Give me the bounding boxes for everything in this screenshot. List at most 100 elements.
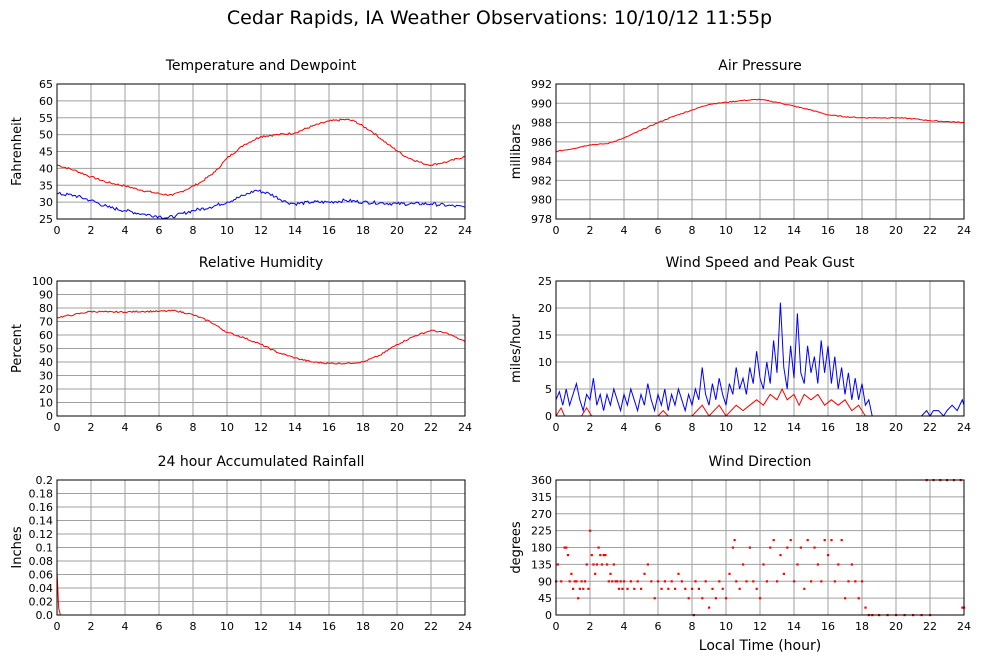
x-tick-label: 24 (957, 224, 971, 237)
y-tick-label: 90 (39, 289, 53, 302)
x-tick-label: 0 (54, 620, 61, 633)
y-tick-label: 0.14 (29, 515, 54, 528)
data-point (636, 580, 639, 583)
data-point (772, 539, 775, 542)
data-point (595, 563, 598, 566)
data-point (776, 580, 779, 583)
x-tick-label: 24 (458, 620, 472, 633)
data-point (602, 554, 605, 557)
data-point (670, 580, 673, 583)
y-tick-label: 40 (39, 162, 53, 175)
plot-frame (56, 83, 466, 220)
series-line-0 (555, 302, 965, 417)
data-point (592, 563, 595, 566)
x-tick-label: 22 (923, 224, 937, 237)
y-axis-label: miles/hour (509, 313, 524, 382)
data-point (745, 580, 748, 583)
data-point (823, 539, 826, 542)
x-tick-label: 0 (54, 224, 61, 237)
data-point (837, 563, 840, 566)
x-tick-label: 8 (689, 421, 696, 434)
data-point (612, 563, 615, 566)
data-point (796, 563, 799, 566)
data-point (587, 587, 590, 590)
data-point (806, 539, 809, 542)
y-tick-label: 25 (39, 213, 53, 226)
x-tick-label: 4 (621, 620, 628, 633)
data-point (803, 587, 806, 590)
y-tick-label: 0 (46, 410, 53, 423)
x-tick-label: 2 (587, 421, 594, 434)
data-point (594, 572, 597, 575)
data-point (765, 580, 768, 583)
x-tick-label: 24 (458, 224, 472, 237)
data-point (728, 572, 731, 575)
y-tick-label: 0.16 (29, 501, 54, 514)
data-point (568, 580, 571, 583)
data-point (646, 563, 649, 566)
y-tick-label: 10 (538, 356, 552, 369)
data-point (701, 597, 704, 600)
x-tick-label: 24 (957, 620, 971, 633)
data-point (573, 580, 576, 583)
x-tick-label: 4 (122, 620, 129, 633)
x-tick-label: 20 (390, 421, 404, 434)
data-point (606, 563, 609, 566)
x-tick-label: 6 (655, 620, 662, 633)
y-tick-label: 5 (545, 383, 552, 396)
data-point (687, 597, 690, 600)
y-tick-label: 60 (39, 329, 53, 342)
x-tick-label: 14 (288, 421, 302, 434)
data-point (609, 572, 612, 575)
data-point (617, 587, 621, 590)
x-tick-label: 14 (787, 620, 801, 633)
data-point (840, 539, 843, 542)
plot-frame (555, 280, 965, 417)
data-point (704, 580, 707, 583)
y-axis-label: Percent (10, 324, 25, 373)
data-point (570, 572, 573, 575)
x-tick-label: 8 (190, 421, 197, 434)
data-point (786, 546, 789, 549)
x-tick-label: 6 (156, 421, 163, 434)
x-tick-label: 2 (587, 224, 594, 237)
x-tick-label: 0 (54, 421, 61, 434)
x-tick-label: 20 (390, 224, 404, 237)
data-point (861, 580, 864, 583)
x-tick-label: 20 (889, 224, 903, 237)
data-point (725, 597, 728, 600)
y-tick-label: 988 (531, 117, 552, 130)
y-axis-label: Inches (10, 526, 25, 568)
y-tick-label: 100 (32, 275, 53, 288)
data-point (626, 587, 629, 590)
data-point (663, 580, 666, 583)
data-point (640, 587, 643, 590)
data-point (769, 546, 772, 549)
series-line-0 (56, 118, 466, 197)
x-tick-label: 2 (88, 224, 95, 237)
data-point (674, 587, 677, 590)
x-tick-label: 8 (190, 224, 197, 237)
x-tick-label: 10 (220, 421, 234, 434)
y-tick-label: 0.06 (29, 569, 54, 582)
y-tick-label: 50 (39, 129, 53, 142)
y-tick-label: 315 (531, 491, 552, 504)
x-tick-label: 14 (288, 224, 302, 237)
data-point (580, 580, 583, 583)
y-tick-label: 980 (531, 194, 552, 207)
x-tick-label: 22 (923, 620, 937, 633)
x-tick-label: 14 (288, 620, 302, 633)
x-tick-label: 0 (553, 421, 560, 434)
data-point (847, 580, 850, 583)
data-point (667, 587, 670, 590)
data-point (611, 580, 614, 583)
y-axis-label: degrees (509, 521, 524, 574)
data-point (616, 580, 619, 583)
y-tick-label: 55 (39, 112, 53, 125)
data-point (742, 563, 745, 566)
y-tick-label: 982 (531, 174, 552, 187)
y-tick-label: 180 (531, 542, 552, 555)
